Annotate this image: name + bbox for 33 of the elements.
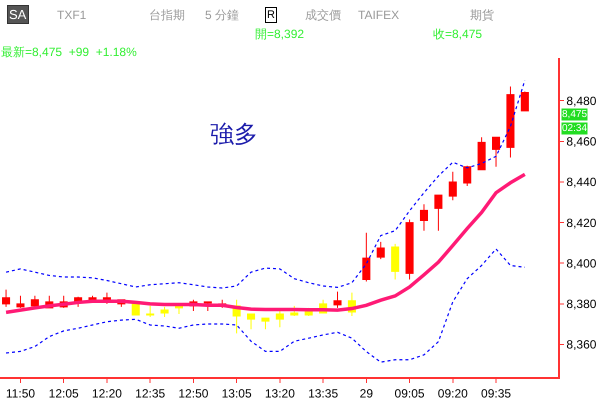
text: SA	[9, 7, 27, 22]
y-tick-label: 8,480	[566, 94, 597, 108]
y-tick-label: 8,420	[566, 216, 597, 230]
text: 期貨	[470, 8, 494, 22]
x-tick-label: 13:05	[222, 386, 252, 400]
x-tick-label: 12:20	[92, 386, 122, 400]
x-tick-label: 11:50	[6, 386, 36, 400]
x-tick-label: 29	[360, 386, 374, 400]
text: R	[267, 9, 275, 21]
x-tick-label: 09:20	[438, 386, 468, 400]
x-tick-label: 09:05	[394, 386, 425, 400]
x-tick-label: 12:35	[135, 386, 166, 400]
x-tick-label: 12:05	[48, 386, 80, 400]
text: 開=8,392	[255, 27, 304, 41]
text: TAIFEX	[358, 8, 400, 22]
x-tick-label: 13:35	[308, 386, 338, 400]
x-tick-label: 12:50	[178, 386, 209, 400]
text: 台指期	[149, 8, 185, 22]
text: 成交價	[305, 8, 341, 22]
text: 收=8,475	[433, 27, 482, 41]
x-tick-label: 13:20	[264, 386, 296, 400]
y-tick-label: 8,380	[566, 297, 597, 312]
y-tick-label: 8,360	[566, 338, 597, 352]
text: 8,475	[562, 109, 588, 120]
annotation: 最新=8,475 +99 +1.18%	[1, 45, 138, 59]
text: 02:34	[562, 123, 588, 134]
y-tick-label: 8,460	[566, 134, 597, 149]
x-tick-label: 09:35	[481, 386, 512, 400]
text: TXF1	[57, 8, 87, 22]
annotation: 強多	[210, 121, 258, 148]
text: 5 分鐘	[205, 8, 240, 22]
y-tick-label: 8,400	[566, 256, 597, 270]
y-tick-label: 8,440	[566, 175, 597, 190]
